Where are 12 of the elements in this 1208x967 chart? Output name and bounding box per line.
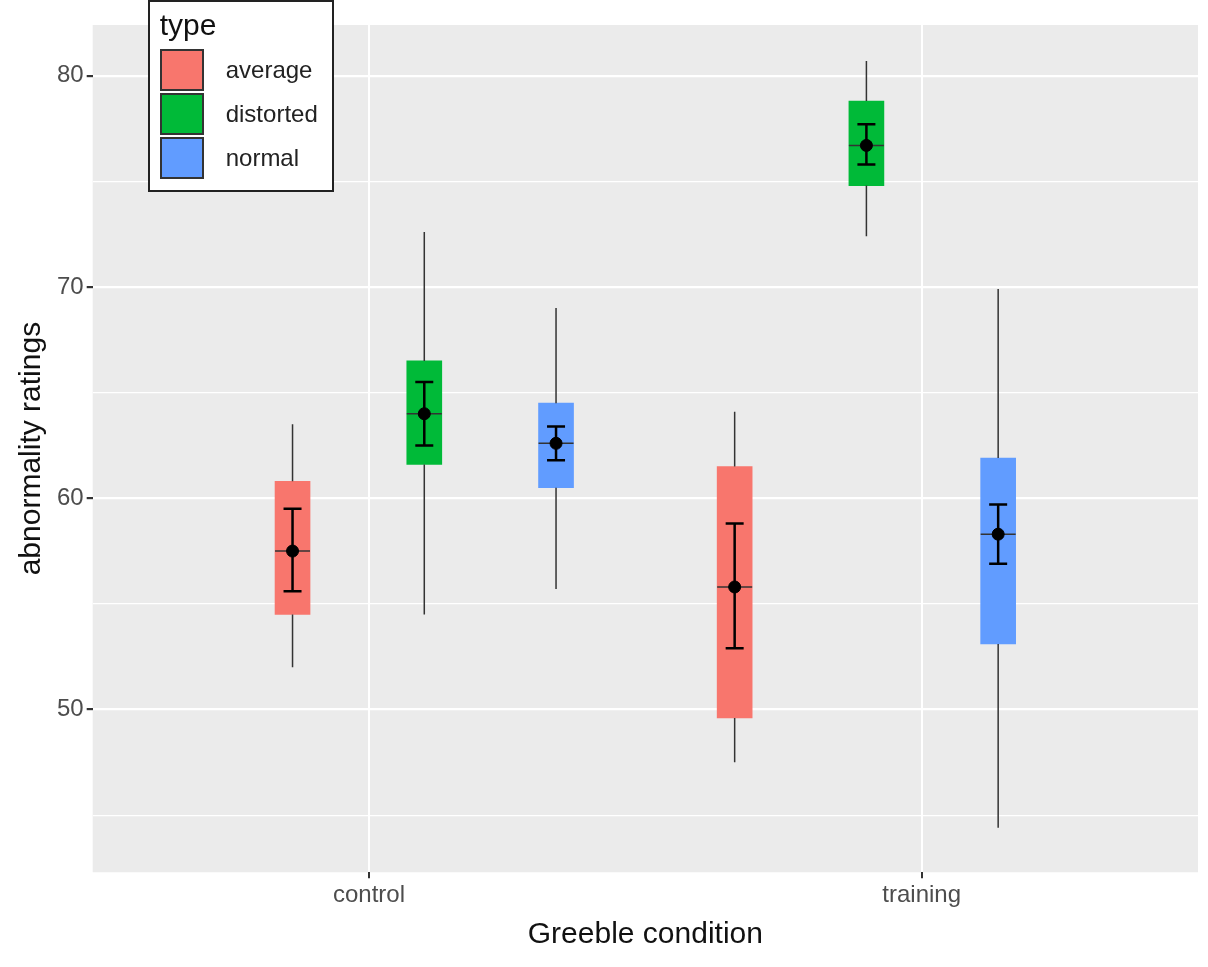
y-tick-label: 70 xyxy=(56,271,84,299)
legend-title: type xyxy=(159,8,218,42)
legend-label: average xyxy=(225,56,313,84)
x-tick-label: control xyxy=(333,880,406,908)
y-axis-title: abnormality ratings xyxy=(13,321,47,576)
y-tick-label: 60 xyxy=(56,482,84,510)
legend-label: normal xyxy=(225,144,300,172)
y-tick-label: 50 xyxy=(56,694,84,722)
legend-label: distorted xyxy=(225,100,318,128)
y-tick-label: 80 xyxy=(56,60,84,88)
x-axis-title: Greeble condition xyxy=(527,916,763,950)
x-tick-label: training xyxy=(882,880,962,908)
